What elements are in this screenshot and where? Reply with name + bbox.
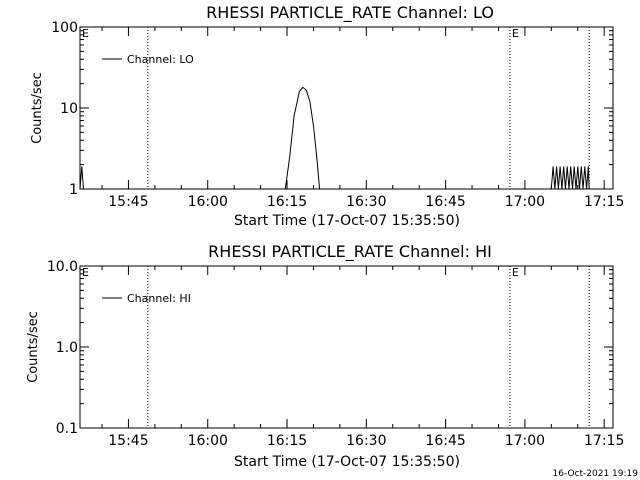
lo-series	[79, 86, 590, 190]
lo-x-axis-label: Start Time (17-Oct-07 15:35:50)	[234, 213, 460, 229]
hi-x-tick-label: 17:00	[505, 433, 545, 449]
hi-x-ticks: 15:45 16:00 16:15 16:30 16:45 17:00 17:15	[101, 266, 624, 449]
lo-x-ticks: 15:45 16:00 16:15 16:30 16:45 17:00 17:15	[101, 27, 624, 210]
hi-y-tick-label: 1.0	[56, 340, 78, 356]
lo-y-ticks: 1 10 100	[51, 20, 613, 198]
lo-dotted-lines	[147, 27, 590, 189]
hi-y-tick-label: 10.0	[47, 259, 78, 275]
lo-x-tick-label: 16:15	[267, 194, 307, 210]
lo-x-tick-label: 16:45	[425, 194, 465, 210]
hi-x-tick-label: 15:45	[108, 433, 148, 449]
hi-chart-title: RHESSI PARTICLE_RATE Channel: HI	[208, 242, 492, 262]
hi-dotted-lines	[147, 266, 590, 428]
hi-x-tick-label: 16:30	[346, 433, 386, 449]
hi-e-marker: E	[82, 266, 89, 279]
lo-chart-title: RHESSI PARTICLE_RATE Channel: LO	[206, 3, 494, 23]
hi-x-tick-label: 17:15	[584, 433, 624, 449]
lo-series-line	[79, 86, 590, 190]
lo-legend-label: Channel: LO	[127, 53, 194, 66]
hi-x-tick-label: 16:00	[188, 433, 228, 449]
lo-y-tick-label: 1	[69, 182, 78, 198]
hi-y-axis-label: Counts/sec	[26, 311, 41, 383]
hi-legend-label: Channel: HI	[127, 292, 191, 305]
hi-channel-panel: RHESSI PARTICLE_RATE Channel: HI 15:45 16…	[26, 242, 624, 470]
lo-e-marker: E	[512, 27, 519, 40]
hi-e-marker: E	[512, 266, 519, 279]
hi-x-tick-label: 16:45	[425, 433, 465, 449]
lo-x-tick-label: 17:15	[584, 194, 624, 210]
hi-x-axis-label: Start Time (17-Oct-07 15:35:50)	[234, 454, 460, 470]
hi-x-tick-label: 16:15	[267, 433, 307, 449]
lo-e-marker: E	[82, 27, 89, 40]
lo-x-tick-label: 17:00	[505, 194, 545, 210]
hi-y-ticks: 0.1 1.0 10.0	[47, 259, 613, 437]
footer-timestamp: 16-Oct-2021 19:19	[553, 469, 639, 479]
lo-x-tick-label: 15:45	[108, 194, 148, 210]
lo-x-tick-label: 16:00	[188, 194, 228, 210]
lo-x-tick-label: 16:30	[346, 194, 386, 210]
lo-y-tick-label: 10	[60, 101, 78, 117]
hi-y-tick-label: 0.1	[56, 421, 78, 437]
lo-channel-panel: RHESSI PARTICLE_RATE Channel: LO 15:45 16…	[30, 3, 624, 229]
lo-y-axis-label: Counts/sec	[30, 72, 45, 144]
lo-y-tick-label: 100	[51, 20, 78, 36]
